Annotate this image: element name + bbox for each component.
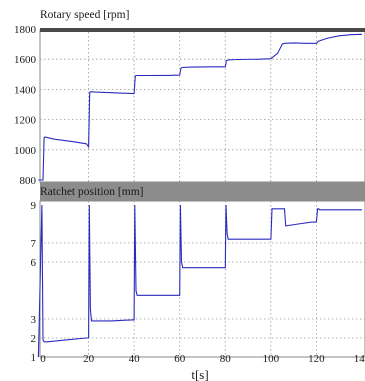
- panel-rotary-speed: 800 1000 1200 1400 1600 1800 Rotary speed [rp…: [14, 9, 365, 187]
- y-tick-label: 1: [31, 352, 37, 364]
- top-panel-title: Rotary speed [rpm]: [40, 9, 129, 21]
- x-tick-label: 140: [354, 353, 365, 365]
- y-tick-label: 800: [20, 175, 37, 187]
- y-tick-label: 3: [31, 314, 37, 326]
- x-axis-label: t[s]: [191, 367, 208, 381]
- top-grid: [40, 32, 365, 182]
- bottom-y-tick-labels: 1 2 3 6 7 9: [31, 200, 37, 364]
- y-tick-label: 1400: [14, 84, 37, 96]
- rotary-speed-series-line: [38, 33, 363, 181]
- y-tick-label: 6: [31, 257, 37, 269]
- x-tick-label: 100: [263, 353, 280, 365]
- top-title-bar: [40, 28, 365, 32]
- bottom-x-tick-labels: 0 20 40 60 80 100 120 140: [40, 353, 365, 365]
- panel-ratchet-position: Ratchet position [mm] 1 2 3 6 7 9 0 20 40 60 80 10…: [31, 182, 365, 381]
- y-tick-label: 2: [31, 333, 37, 345]
- x-tick-label: 0: [40, 353, 46, 365]
- y-tick-label: 1200: [14, 115, 37, 127]
- bottom-title-band: [40, 182, 365, 201]
- y-tick-label: 9: [31, 200, 37, 212]
- bottom-panel-title: Ratchet position [mm]: [40, 186, 143, 198]
- y-tick-label: 1600: [14, 54, 37, 66]
- y-tick-label: 1800: [14, 24, 37, 36]
- y-tick-label: 1000: [14, 145, 37, 157]
- x-tick-label: 20: [83, 353, 95, 365]
- y-tick-label: 7: [31, 238, 37, 250]
- top-y-tick-labels: 800 1000 1200 1400 1600 1800: [14, 24, 37, 187]
- x-tick-label: 40: [129, 353, 141, 365]
- x-tick-label: 60: [174, 353, 186, 365]
- ratchet-position-series-line: [37, 204, 362, 358]
- x-tick-label: 80: [220, 353, 232, 365]
- x-tick-label: 120: [308, 353, 325, 365]
